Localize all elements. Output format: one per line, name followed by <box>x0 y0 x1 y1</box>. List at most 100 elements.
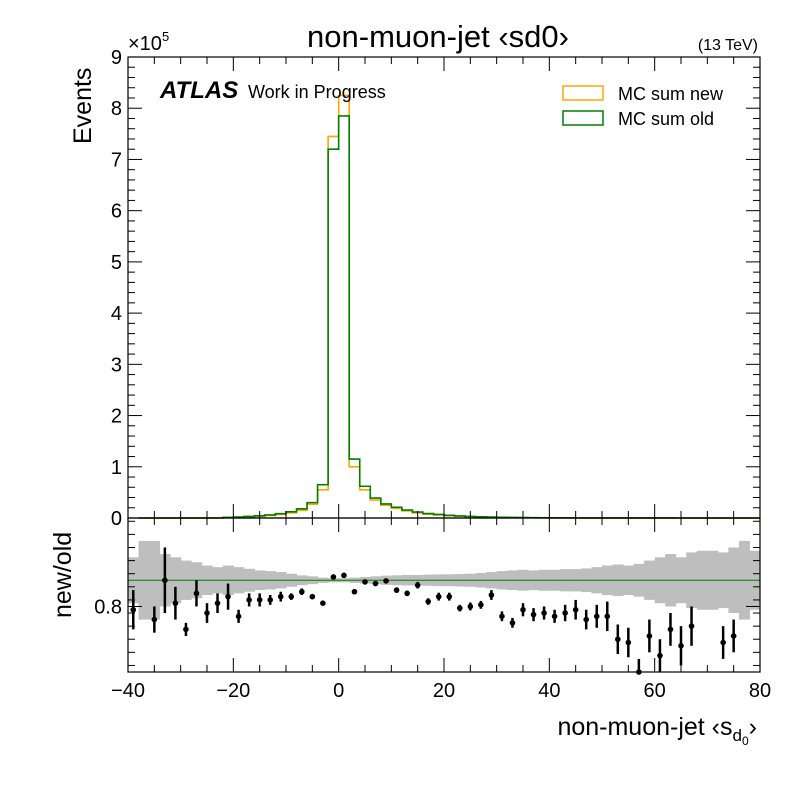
ratio-marker <box>488 592 495 598</box>
ratio-marker <box>551 613 558 620</box>
ratio-marker <box>730 633 737 639</box>
ratio-marker <box>467 603 474 610</box>
ratio-point <box>372 580 379 587</box>
x-axis-label-sub: d <box>733 726 742 745</box>
ratio-marker <box>267 597 274 603</box>
bottom-panel: −40 −20 0 20 40 60 80 0.8 new/old non-muon-jet … <box>49 517 771 748</box>
ratio-point <box>204 603 210 623</box>
legend: MC sum new MC sum old <box>562 84 724 129</box>
ratio-marker <box>446 593 453 600</box>
ratio-marker <box>183 626 189 633</box>
ratio-point <box>678 626 684 666</box>
x-axis-label-main: non-muon-jet ‹s <box>557 713 732 741</box>
ratio-marker <box>572 606 579 613</box>
ratio-point <box>341 572 347 579</box>
ratio-point <box>351 588 358 595</box>
ratio-point <box>299 588 305 595</box>
ratio-marker <box>404 590 410 597</box>
ratio-point <box>457 604 463 612</box>
ratio-point <box>688 606 695 646</box>
ratio-point <box>151 606 158 633</box>
ratio-point <box>214 593 221 614</box>
y-multiplier: ×105 <box>128 29 169 55</box>
ratio-marker <box>341 572 347 579</box>
ratio-point <box>562 604 568 622</box>
y-tick-label: 2 <box>111 406 122 428</box>
chart-title: non-muon-jet ‹sd0› <box>307 19 569 54</box>
ratio-point <box>383 578 389 584</box>
ratio-marker <box>509 620 516 626</box>
ratio-point <box>499 611 505 622</box>
ratio-marker <box>414 582 421 588</box>
ratio-marker <box>172 600 179 606</box>
ratio-marker <box>688 623 695 629</box>
ratio-marker <box>562 610 568 616</box>
ratio-marker <box>288 593 295 600</box>
legend-label-mc-sum-new: MC sum new <box>618 84 724 104</box>
ratio-marker <box>667 626 674 633</box>
ratio-point <box>646 619 653 653</box>
ratio-point <box>193 580 200 607</box>
ratio-marker <box>425 598 432 605</box>
ratio-point <box>320 600 326 606</box>
ratio-marker <box>362 579 368 585</box>
ratio-point <box>404 590 410 597</box>
ratio-point <box>246 593 252 607</box>
x-tick-label: 80 <box>749 680 771 702</box>
x-tick-label: 60 <box>644 680 666 702</box>
ratio-point <box>172 586 179 620</box>
ratio-point <box>667 613 674 646</box>
ratio-marker <box>593 613 600 620</box>
ratio-point <box>362 579 368 585</box>
energy-label: (13 TeV) <box>698 37 758 54</box>
ratio-point <box>277 591 284 602</box>
legend-label-mc-sum-old: MC sum old <box>618 109 714 129</box>
legend-swatch-mc-sum-old <box>562 110 604 126</box>
ratio-point <box>256 593 263 607</box>
y-multiplier-exponent: 5 <box>162 29 169 44</box>
ratio-point <box>509 617 516 628</box>
ratio-marker <box>478 602 484 608</box>
x-tick-label: 0 <box>333 680 344 702</box>
ratio-point <box>583 609 589 630</box>
ratio-marker <box>541 610 547 616</box>
y-tick-label: 7 <box>111 149 122 171</box>
ratio-marker <box>530 611 537 618</box>
ratio-point <box>309 593 316 600</box>
y-tick-label: 4 <box>111 303 122 325</box>
experiment-label: ATLAS <box>159 77 238 104</box>
ratio-point <box>488 590 495 600</box>
ratio-marker <box>246 597 252 603</box>
y-axis-label-bottom: new/old <box>49 532 77 618</box>
ratio-marker <box>678 642 684 649</box>
ratio-marker <box>383 578 389 584</box>
ratio-marker <box>277 593 284 600</box>
ratio-point <box>730 619 737 653</box>
ratio-point <box>225 583 231 610</box>
ratio-marker <box>720 639 726 646</box>
ratio-marker <box>520 606 526 613</box>
x-tick-label: −40 <box>111 680 145 702</box>
top-panel: 0 1 2 3 4 5 6 7 8 9 non-muon-jet ‹sd0› (13 TeV) ×… <box>69 19 761 530</box>
ratio-marker <box>225 593 231 600</box>
ratio-marker <box>162 577 168 584</box>
ratio-point <box>425 598 432 605</box>
ratio-point <box>235 609 242 623</box>
ratio-marker <box>193 590 200 597</box>
ratio-point <box>478 600 484 609</box>
ratio-point <box>267 595 274 605</box>
y-tick-label: 6 <box>111 201 122 223</box>
ratio-marker <box>625 639 632 646</box>
y-tick-label: 8 <box>111 98 122 120</box>
experiment-status: Work in Progress <box>248 82 386 102</box>
y-axis-label-top: Events <box>69 68 97 144</box>
ratio-point <box>330 574 337 580</box>
y-tick-label: 5 <box>111 252 122 274</box>
ratio-marker <box>435 593 442 600</box>
x-axis-label-subsub: 0 <box>742 734 749 748</box>
ratio-marker <box>499 613 505 620</box>
ratio-point <box>288 593 295 600</box>
x-tick-label: 40 <box>538 680 560 702</box>
